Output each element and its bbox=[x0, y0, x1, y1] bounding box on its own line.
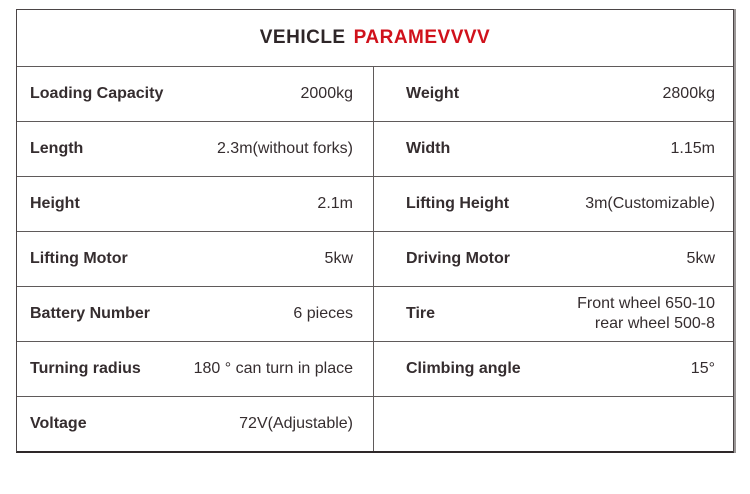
table-row: Height 2.1m Lifting Height 3m(Customizab… bbox=[17, 176, 733, 231]
parameter-value: 2800kg bbox=[662, 85, 716, 102]
parameter-label: Weight bbox=[406, 85, 460, 102]
parameter-label: Width bbox=[406, 140, 451, 157]
table-cell-left: Loading Capacity 2000kg bbox=[17, 67, 373, 121]
parameter-value: 2.1m bbox=[317, 195, 353, 212]
parameter-label: Lifting Motor bbox=[30, 250, 128, 267]
parameter-label: Voltage bbox=[30, 415, 87, 432]
parameter-value: 2000kg bbox=[300, 85, 354, 102]
parameter-value: Front wheel 650-10 rear wheel 500-8 bbox=[577, 295, 715, 332]
table-cell-right: Climbing angle 15° bbox=[373, 342, 733, 396]
table-cell-left: Length 2.3m(without forks) bbox=[17, 122, 373, 176]
table-cell-left: Battery Number 6 pieces bbox=[17, 287, 373, 341]
table-cell-right bbox=[373, 397, 733, 451]
table-row: Lifting Motor 5kw Driving Motor 5kw bbox=[17, 231, 733, 286]
parameter-value: 72V(Adjustable) bbox=[239, 415, 353, 432]
table-title: VEHICLE PARAMEVVVV bbox=[17, 10, 733, 66]
table-row: Loading Capacity 2000kg Weight 2800kg bbox=[17, 66, 733, 121]
parameter-label: Turning radius bbox=[30, 360, 141, 377]
parameter-value: 15° bbox=[690, 360, 715, 377]
parameter-label: Height bbox=[30, 195, 80, 212]
table-cell-right: Weight 2800kg bbox=[373, 67, 733, 121]
table-cell-right: Lifting Height 3m(Customizable) bbox=[373, 177, 733, 231]
table-row: Length 2.3m(without forks) Width 1.15m bbox=[17, 121, 733, 176]
table-cell-right: Width 1.15m bbox=[373, 122, 733, 176]
parameter-value: 5kw bbox=[686, 250, 715, 267]
table-cell-left: Lifting Motor 5kw bbox=[17, 232, 373, 286]
parameter-value: 6 pieces bbox=[293, 305, 353, 322]
table-title-black: VEHICLE bbox=[259, 27, 346, 48]
parameter-label: Lifting Height bbox=[406, 195, 510, 212]
parameter-value: 5kw bbox=[324, 250, 353, 267]
parameter-value: 180 ° can turn in place bbox=[193, 360, 353, 377]
table-cell-left: Voltage 72V(Adjustable) bbox=[17, 397, 373, 451]
table-cell-right: Driving Motor 5kw bbox=[373, 232, 733, 286]
vehicle-parameter-table: VEHICLE PARAMEVVVV Loading Capacity 2000… bbox=[16, 9, 734, 453]
parameter-label: Tire bbox=[406, 305, 436, 322]
parameter-value: 2.3m(without forks) bbox=[216, 140, 353, 157]
table-row: Voltage 72V(Adjustable) bbox=[17, 396, 733, 451]
table-cell-left: Turning radius 180 ° can turn in place bbox=[17, 342, 373, 396]
table-row: Turning radius 180 ° can turn in place C… bbox=[17, 341, 733, 396]
parameter-label: Driving Motor bbox=[406, 250, 510, 267]
table-cell-left: Height 2.1m bbox=[17, 177, 373, 231]
table-row: Battery Number 6 pieces Tire Front wheel… bbox=[17, 286, 733, 341]
parameter-label: Battery Number bbox=[30, 305, 151, 322]
parameter-value: 3m(Customizable) bbox=[585, 195, 715, 212]
table-cell-right: Tire Front wheel 650-10 rear wheel 500-8 bbox=[373, 287, 733, 341]
parameter-label: Climbing angle bbox=[406, 360, 521, 377]
table-title-red: PARAMEVVVV bbox=[353, 27, 491, 48]
parameter-label: Length bbox=[30, 140, 84, 157]
parameter-value: 1.15m bbox=[670, 140, 715, 157]
parameter-label: Loading Capacity bbox=[30, 85, 164, 102]
